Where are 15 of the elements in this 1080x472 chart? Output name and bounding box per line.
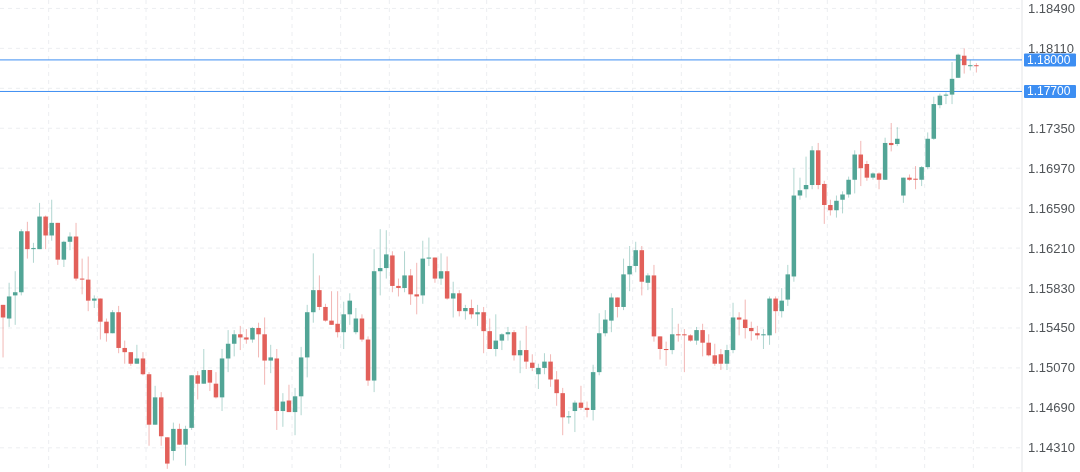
y-tick-label: 1.14310 — [1028, 440, 1075, 456]
y-tick-label: 1.15830 — [1028, 280, 1075, 296]
y-tick-label: 1.15070 — [1028, 360, 1075, 376]
ref-line-label: 1.17700 — [1027, 84, 1071, 99]
y-tick-label: 1.16590 — [1028, 200, 1075, 216]
candlestick — [974, 62, 979, 74]
candlestick — [499, 332, 505, 351]
y-tick-label: 1.16210 — [1028, 240, 1075, 256]
y-tick-label: 1.17350 — [1028, 120, 1075, 136]
y-tick-label: 1.15450 — [1028, 320, 1075, 336]
candlestick — [876, 171, 882, 190]
y-tick-label: 1.18490 — [1028, 0, 1075, 16]
y-tick-label: 1.16970 — [1028, 160, 1075, 176]
y-tick-label: 1.14690 — [1028, 400, 1075, 416]
candlestick — [645, 272, 651, 291]
